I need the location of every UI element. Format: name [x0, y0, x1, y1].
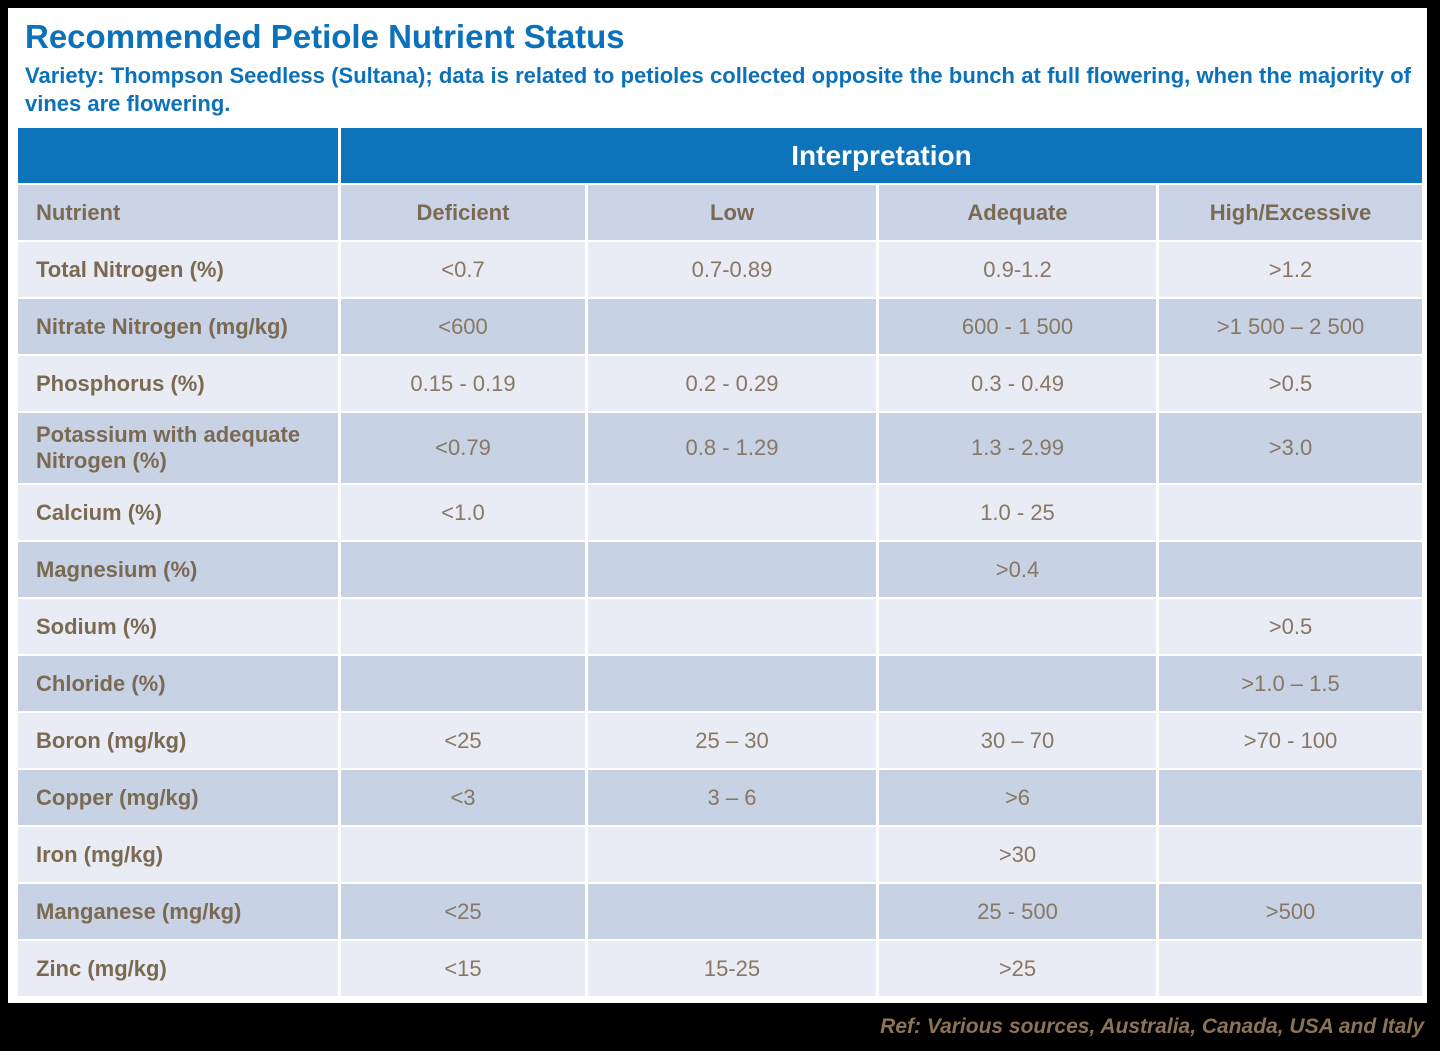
- table-row: Calcium (%) <1.0 1.0 - 25: [18, 485, 1423, 540]
- nutrient-value: 0.2 - 0.29: [588, 356, 876, 411]
- nutrient-value: <0.7: [341, 242, 585, 297]
- footer-reference-text: Ref: Various sources, Australia, Canada,…: [880, 1015, 1424, 1038]
- nutrient-value: [588, 656, 876, 711]
- nutrient-value: >25: [879, 941, 1156, 996]
- nutrient-label: Nitrate Nitrogen (mg/kg): [18, 299, 338, 354]
- slide-body: Recommended Petiole Nutrient Status Vari…: [8, 8, 1427, 1003]
- nutrient-label: Boron (mg/kg): [18, 713, 338, 768]
- nutrient-value: <15: [341, 941, 585, 996]
- interpretation-band-row: Interpretation: [18, 128, 1423, 183]
- column-header-adequate: Adequate: [879, 185, 1156, 240]
- nutrient-value: [341, 599, 585, 654]
- nutrient-value: [1159, 941, 1423, 996]
- table-row: Chloride (%) >1.0 – 1.5: [18, 656, 1423, 711]
- nutrient-value: 15-25: [588, 941, 876, 996]
- column-header-deficient: Deficient: [341, 185, 585, 240]
- nutrient-value: 30 – 70: [879, 713, 1156, 768]
- table-row: Total Nitrogen (%) <0.7 0.7-0.89 0.9-1.2 >1.…: [18, 242, 1423, 297]
- column-header-row: Nutrient Deficient Low Adequate High/Exc…: [18, 185, 1423, 240]
- nutrient-value: >1.0 – 1.5: [1159, 656, 1423, 711]
- nutrient-label: Sodium (%): [18, 599, 338, 654]
- nutrient-value: [588, 485, 876, 540]
- nutrient-value: [1159, 827, 1423, 882]
- nutrient-value: 25 - 500: [879, 884, 1156, 939]
- nutrient-value: <3: [341, 770, 585, 825]
- nutrient-value: 0.8 - 1.29: [588, 413, 876, 483]
- nutrient-value: [588, 299, 876, 354]
- nutrient-value: 25 – 30: [588, 713, 876, 768]
- nutrient-value: >30: [879, 827, 1156, 882]
- nutrient-label: Copper (mg/kg): [18, 770, 338, 825]
- table-row: Potassium with adequate Nitrogen (%) <0.7…: [18, 413, 1423, 483]
- nutrient-value: >3.0: [1159, 413, 1423, 483]
- nutrient-value: 3 – 6: [588, 770, 876, 825]
- nutrient-label: Chloride (%): [18, 656, 338, 711]
- nutrient-value: [588, 827, 876, 882]
- page-title: Recommended Petiole Nutrient Status: [25, 18, 625, 55]
- header-block: Recommended Petiole Nutrient Status Vari…: [8, 18, 1427, 118]
- table-row: Nitrate Nitrogen (mg/kg) <600 600 - 1 500 >…: [18, 299, 1423, 354]
- nutrient-value: <25: [341, 713, 585, 768]
- nutrient-label: Zinc (mg/kg): [18, 941, 338, 996]
- nutrient-value: [341, 656, 585, 711]
- interpretation-band-empty-cell: [18, 128, 338, 183]
- table-row: Zinc (mg/kg) <15 15-25 >25: [18, 941, 1423, 996]
- nutrient-table-body: Interpretation Nutrient Deficient Low Ad…: [18, 128, 1423, 996]
- table-row: Copper (mg/kg) <3 3 – 6 >6: [18, 770, 1423, 825]
- nutrient-value: 0.9-1.2: [879, 242, 1156, 297]
- nutrient-value: 1.0 - 25: [879, 485, 1156, 540]
- nutrient-value: [1159, 542, 1423, 597]
- table-row: Manganese (mg/kg) <25 25 - 500 >500: [18, 884, 1423, 939]
- nutrient-value: [588, 599, 876, 654]
- nutrient-value: 0.15 - 0.19: [341, 356, 585, 411]
- table-row: Boron (mg/kg) <25 25 – 30 30 – 70 >70 - 100: [18, 713, 1423, 768]
- nutrient-value: [341, 542, 585, 597]
- nutrient-table: Interpretation Nutrient Deficient Low Ad…: [15, 126, 1426, 998]
- interpretation-band-title: Interpretation: [341, 128, 1423, 183]
- nutrient-value: <25: [341, 884, 585, 939]
- nutrient-value: [879, 599, 1156, 654]
- nutrient-value: >0.5: [1159, 356, 1423, 411]
- nutrient-label: Phosphorus (%): [18, 356, 338, 411]
- nutrient-value: <0.79: [341, 413, 585, 483]
- page-subtitle: Variety: Thompson Seedless (Sultana); da…: [25, 63, 1411, 116]
- nutrient-value: 0.7-0.89: [588, 242, 876, 297]
- nutrient-label: Calcium (%): [18, 485, 338, 540]
- nutrient-value: [588, 542, 876, 597]
- nutrient-value: >500: [1159, 884, 1423, 939]
- nutrient-value: [1159, 770, 1423, 825]
- table-row: Sodium (%) >0.5: [18, 599, 1423, 654]
- nutrient-label: Iron (mg/kg): [18, 827, 338, 882]
- nutrient-value: >0.4: [879, 542, 1156, 597]
- nutrient-value: >6: [879, 770, 1156, 825]
- nutrient-value: [588, 884, 876, 939]
- table-row: Phosphorus (%) 0.15 - 0.19 0.2 - 0.29 0.3 -…: [18, 356, 1423, 411]
- nutrient-value: 600 - 1 500: [879, 299, 1156, 354]
- nutrient-value: 0.3 - 0.49: [879, 356, 1156, 411]
- nutrient-value: <1.0: [341, 485, 585, 540]
- nutrient-label: Magnesium (%): [18, 542, 338, 597]
- nutrient-value: >0.5: [1159, 599, 1423, 654]
- nutrient-value: [1159, 485, 1423, 540]
- table-row: Magnesium (%) >0.4: [18, 542, 1423, 597]
- nutrient-label: Total Nitrogen (%): [18, 242, 338, 297]
- nutrient-value: >70 - 100: [1159, 713, 1423, 768]
- nutrient-label: Manganese (mg/kg): [18, 884, 338, 939]
- nutrient-value: >1 500 – 2 500: [1159, 299, 1423, 354]
- footer-bar: Ref: Various sources, Australia, Canada,…: [0, 1003, 1440, 1051]
- nutrient-value: <600: [341, 299, 585, 354]
- column-header-high-excessive: High/Excessive: [1159, 185, 1423, 240]
- nutrient-value: 1.3 - 2.99: [879, 413, 1156, 483]
- nutrient-value: [879, 656, 1156, 711]
- nutrient-value: [341, 827, 585, 882]
- nutrient-value: >1.2: [1159, 242, 1423, 297]
- column-header-nutrient: Nutrient: [18, 185, 338, 240]
- nutrient-label: Potassium with adequate Nitrogen (%): [18, 413, 338, 483]
- column-header-low: Low: [588, 185, 876, 240]
- table-row: Iron (mg/kg) >30: [18, 827, 1423, 882]
